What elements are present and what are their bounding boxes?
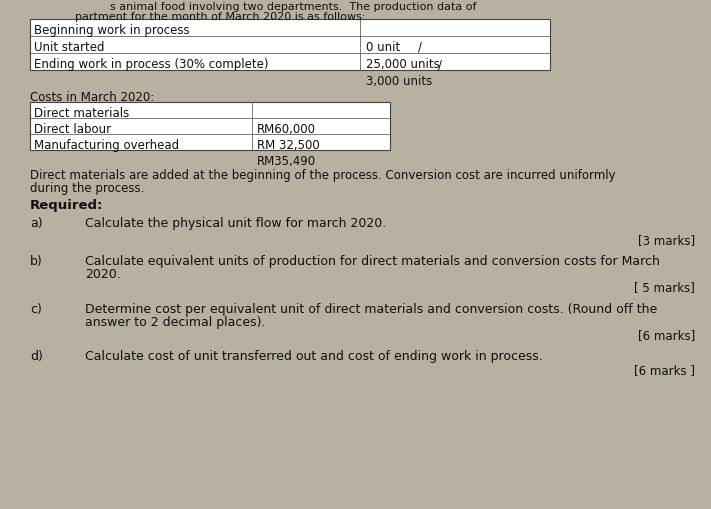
Text: Ending work in process (30% complete): Ending work in process (30% complete) xyxy=(34,58,269,71)
Text: 25,000 units: 25,000 units xyxy=(366,58,439,71)
Text: 2020.: 2020. xyxy=(85,267,121,280)
Text: Costs in March 2020:: Costs in March 2020: xyxy=(30,91,154,104)
Bar xyxy=(30,103,390,151)
Text: Beginning work in process: Beginning work in process xyxy=(34,24,190,37)
Text: Determine cost per equivalent unit of direct materials and conversion costs. (Ro: Determine cost per equivalent unit of di… xyxy=(85,302,657,316)
Text: Required:: Required: xyxy=(30,199,103,212)
Text: [6 marks]: [6 marks] xyxy=(638,328,695,342)
Text: c): c) xyxy=(30,302,42,316)
Text: RM60,000: RM60,000 xyxy=(257,123,316,136)
Text: Calculate equivalent units of production for direct materials and conversion cos: Calculate equivalent units of production… xyxy=(85,254,660,267)
Text: /: / xyxy=(438,58,442,71)
Text: RM 32,500: RM 32,500 xyxy=(257,139,320,152)
Text: Direct labour: Direct labour xyxy=(34,123,111,136)
Text: partment for the month of March 2020 is as follows:: partment for the month of March 2020 is … xyxy=(75,12,365,22)
Text: b): b) xyxy=(30,254,43,267)
Text: 0 unit: 0 unit xyxy=(366,41,400,54)
Text: [6 marks ]: [6 marks ] xyxy=(634,363,695,376)
Text: Direct materials are added at the beginning of the process. Conversion cost are : Direct materials are added at the beginn… xyxy=(30,168,616,182)
Text: d): d) xyxy=(30,349,43,362)
Text: /: / xyxy=(418,41,422,54)
Text: Calculate cost of unit transferred out and cost of ending work in process.: Calculate cost of unit transferred out a… xyxy=(85,349,542,362)
Text: [3 marks]: [3 marks] xyxy=(638,234,695,246)
Text: answer to 2 decimal places).: answer to 2 decimal places). xyxy=(85,316,265,328)
Text: Calculate the physical unit flow for march 2020.: Calculate the physical unit flow for mar… xyxy=(85,216,386,230)
Text: during the process.: during the process. xyxy=(30,182,144,194)
Bar xyxy=(30,20,550,71)
Text: RM35,490: RM35,490 xyxy=(257,155,316,167)
Text: Direct materials: Direct materials xyxy=(34,107,129,120)
Text: Unit started: Unit started xyxy=(34,41,105,54)
Text: [ 5 marks]: [ 5 marks] xyxy=(634,280,695,293)
Text: Manufacturing overhead: Manufacturing overhead xyxy=(34,139,179,152)
Text: a): a) xyxy=(30,216,43,230)
Text: s animal food involving two departments.  The production data of: s animal food involving two departments.… xyxy=(110,2,476,12)
Text: 3,000 units: 3,000 units xyxy=(366,75,432,88)
